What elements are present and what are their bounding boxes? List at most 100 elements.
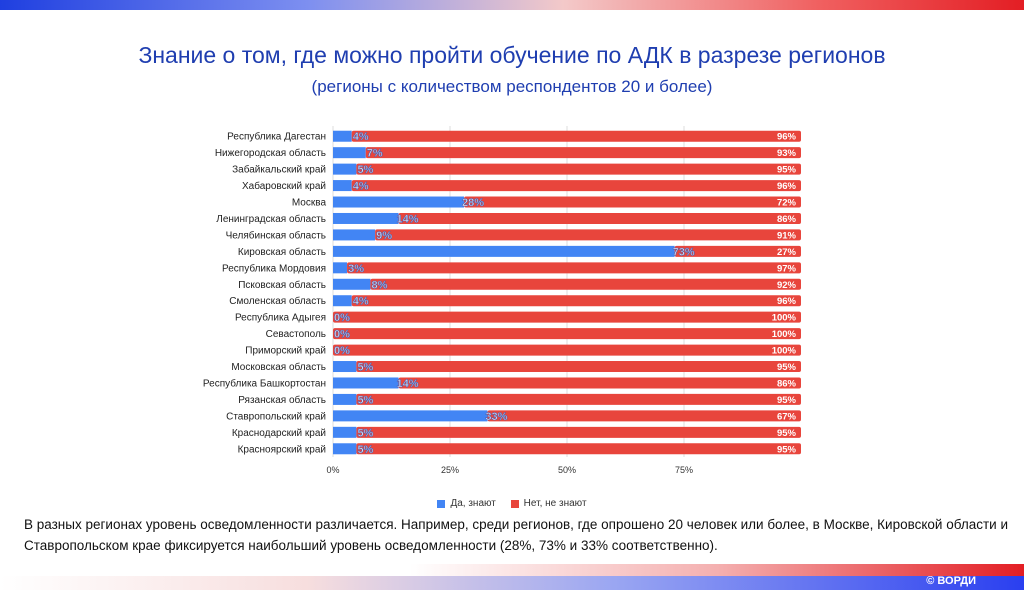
legend-item-no: Нет, не знают [510,498,587,509]
data-label-no: 95% [777,362,797,373]
data-label-yes: 5% [357,164,373,176]
data-label-no: 86% [777,378,797,389]
bar-no [398,212,801,224]
data-label-no: 95% [777,428,797,439]
x-tick-label: 25% [441,465,459,475]
bar-no [351,130,801,142]
category-label: Рязанская область [238,394,326,406]
data-label-yes: 73% [673,246,695,258]
legend-label-no: Нет, не знают [523,498,587,509]
category-label: Забайкальский край [232,164,326,176]
category-label: Приморский край [245,346,326,357]
legend-swatch-no [510,499,519,508]
bar-yes [333,196,465,208]
category-label: Республика Мордовия [222,262,326,274]
bar-no [356,163,801,175]
legend-label-yes: Да, знают [450,498,496,509]
data-label-yes: 5% [357,444,373,456]
bar-no [347,262,801,274]
bar-yes [333,130,352,142]
data-label-yes: 0% [334,312,350,324]
data-label-no: 72% [777,198,797,209]
bar-no [674,245,801,257]
legend-swatch-yes [437,499,446,508]
data-label-yes: 4% [353,181,369,193]
bar-no [365,147,801,159]
data-label-no: 92% [777,280,797,291]
data-label-no: 95% [777,165,797,176]
category-label: Республика Дагестан [227,131,326,143]
data-label-no: 100% [772,346,797,357]
data-label-yes: 7% [367,148,383,160]
data-label-yes: 9% [376,230,392,242]
bar-yes [333,262,348,274]
stacked-bar-chart: 0% 25% 50% 75% Республика Дагестан 4% 96% Нижег… [203,126,801,475]
x-tick-label: 75% [675,465,693,475]
data-label-yes: 33% [485,411,507,423]
bar-no [487,410,801,422]
bar-no [370,278,801,290]
bar-no [333,344,801,356]
data-label-yes: 4% [353,131,369,143]
summary-note: В разных регионах уровень осведомленност… [24,517,1009,553]
data-label-no: 96% [777,132,797,143]
bar-no [356,443,801,455]
bar-yes [333,410,488,422]
bottom-color-band [0,576,1024,590]
category-label: Ленинградская область [216,213,326,225]
legend-item-yes: Да, знают [437,498,496,509]
copyright-label: © ВОРДИ [926,575,976,587]
category-label: Псковская область [238,279,326,291]
category-label: Московская область [231,361,326,373]
data-label-no: 86% [777,214,797,225]
bar-no [351,295,801,307]
chart-title: Знание о том, где можно пройти обучение … [138,42,886,68]
bar-yes [333,163,357,175]
data-label-yes: 14% [397,213,419,225]
data-label-no: 96% [777,181,797,192]
category-label: Красноярский край [238,444,326,455]
bar-yes [333,212,399,224]
bar-yes [333,245,675,257]
x-tick-label: 0% [326,465,339,475]
data-label-yes: 28% [462,197,484,209]
bar-yes [333,147,366,159]
data-label-no: 91% [777,230,797,241]
category-label: Челябинская область [226,229,326,241]
data-label-no: 67% [777,411,797,422]
data-label-no: 97% [777,263,797,274]
data-label-no: 100% [772,313,797,324]
bar-yes [333,295,352,307]
category-label: Кировская область [238,246,326,258]
bar-yes [333,180,352,192]
data-label-yes: 4% [353,296,369,308]
bar-no [398,377,801,389]
x-tick-label: 50% [558,465,576,475]
bar-no [375,229,801,241]
bar-yes [333,377,399,389]
data-label-no: 27% [777,247,797,258]
bar-no [356,393,801,405]
data-label-yes: 14% [397,378,419,390]
bottom-red-band [0,564,1024,576]
data-label-no: 95% [777,444,797,455]
top-color-band [0,0,1024,10]
chart-legend: Да, знают Нет, не знают [0,498,1024,511]
data-label-yes: 5% [357,427,373,439]
data-label-yes: 0% [334,329,350,341]
bar-yes [333,393,357,405]
bar-no [333,311,801,323]
bar-no [356,361,801,373]
data-label-yes: 5% [357,362,373,374]
data-label-yes: 3% [348,263,364,275]
category-label: Ставропольский край [226,411,326,422]
bar-yes [333,426,357,438]
bar-yes [333,229,376,241]
category-label: Москва [292,198,327,209]
data-label-no: 96% [777,296,797,307]
bar-no [356,426,801,438]
bar-no [464,196,801,208]
bar-yes [333,443,357,455]
category-label: Нижегородская область [215,147,326,159]
data-label-yes: 8% [371,279,387,291]
